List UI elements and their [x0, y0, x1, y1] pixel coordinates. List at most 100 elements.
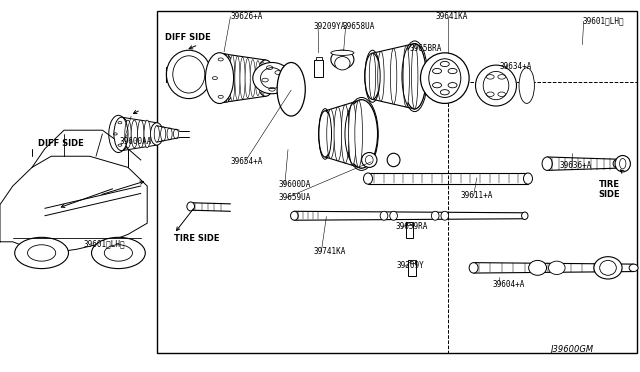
Ellipse shape — [390, 48, 397, 104]
Ellipse shape — [277, 62, 305, 116]
Bar — [406, 222, 413, 238]
Ellipse shape — [390, 211, 397, 220]
Ellipse shape — [173, 129, 179, 139]
Circle shape — [104, 245, 132, 261]
Ellipse shape — [522, 212, 528, 219]
Text: 39604+A: 39604+A — [493, 280, 525, 289]
Text: TIRE
SIDE: TIRE SIDE — [598, 180, 620, 199]
Circle shape — [15, 237, 68, 269]
Ellipse shape — [355, 100, 362, 167]
Ellipse shape — [365, 53, 380, 99]
Ellipse shape — [240, 57, 245, 99]
Bar — [410, 260, 415, 263]
Ellipse shape — [187, 202, 195, 211]
Text: J39600GM: J39600GM — [550, 345, 593, 354]
Ellipse shape — [412, 44, 418, 109]
Ellipse shape — [369, 53, 376, 99]
Ellipse shape — [173, 56, 205, 93]
Ellipse shape — [469, 263, 478, 273]
Ellipse shape — [403, 45, 410, 107]
Ellipse shape — [334, 107, 342, 161]
Bar — [157, 11, 637, 353]
Ellipse shape — [441, 211, 449, 220]
Ellipse shape — [291, 211, 298, 220]
Ellipse shape — [260, 68, 284, 89]
Ellipse shape — [420, 53, 469, 103]
Text: 39601〈LH〉: 39601〈LH〉 — [83, 239, 125, 248]
Text: 39659UA: 39659UA — [278, 193, 311, 202]
Ellipse shape — [364, 173, 372, 184]
Ellipse shape — [524, 173, 532, 184]
Ellipse shape — [519, 68, 534, 103]
Ellipse shape — [600, 260, 616, 275]
Ellipse shape — [125, 120, 131, 148]
Bar — [314, 60, 323, 77]
Ellipse shape — [257, 60, 275, 96]
Ellipse shape — [235, 56, 240, 100]
Ellipse shape — [403, 44, 426, 109]
Ellipse shape — [225, 54, 230, 102]
Text: 39600AA: 39600AA — [120, 137, 152, 146]
Ellipse shape — [327, 109, 335, 158]
Ellipse shape — [542, 157, 552, 170]
Text: 39611+A: 39611+A — [461, 191, 493, 200]
Text: 39600DA: 39600DA — [278, 180, 311, 189]
Ellipse shape — [255, 61, 260, 96]
Ellipse shape — [331, 50, 354, 55]
Ellipse shape — [131, 120, 138, 148]
Text: 39658UA: 39658UA — [342, 22, 375, 31]
Ellipse shape — [429, 59, 461, 97]
Text: 39636+A: 39636+A — [560, 161, 593, 170]
Ellipse shape — [154, 126, 159, 142]
Text: DIFF SIDE: DIFF SIDE — [38, 139, 84, 148]
Ellipse shape — [150, 123, 163, 145]
Ellipse shape — [212, 54, 236, 102]
Bar — [407, 222, 412, 225]
Ellipse shape — [476, 65, 516, 106]
Ellipse shape — [250, 60, 255, 97]
Circle shape — [28, 245, 56, 261]
Text: 39641KA: 39641KA — [435, 12, 468, 21]
Ellipse shape — [629, 264, 638, 272]
Ellipse shape — [523, 71, 531, 100]
Ellipse shape — [138, 120, 144, 148]
Ellipse shape — [387, 153, 400, 167]
Ellipse shape — [529, 260, 547, 275]
Ellipse shape — [620, 158, 626, 169]
Text: TIRE SIDE: TIRE SIDE — [174, 234, 220, 243]
Text: DIFF SIDE: DIFF SIDE — [165, 33, 211, 42]
Ellipse shape — [594, 257, 622, 279]
Ellipse shape — [341, 105, 349, 163]
Ellipse shape — [335, 57, 350, 70]
Text: 39209Y: 39209Y — [397, 262, 424, 270]
Ellipse shape — [167, 128, 172, 140]
Ellipse shape — [331, 50, 354, 69]
Ellipse shape — [205, 53, 234, 103]
Bar — [316, 57, 322, 60]
Text: 39601〈LH〉: 39601〈LH〉 — [582, 16, 624, 25]
Ellipse shape — [161, 127, 166, 141]
Text: 39209YA: 39209YA — [314, 22, 346, 31]
Text: 39654+A: 39654+A — [230, 157, 263, 166]
Text: 39626+A: 39626+A — [230, 12, 263, 21]
Ellipse shape — [362, 153, 377, 167]
Text: 39634+A: 39634+A — [499, 62, 532, 71]
Text: 3965BRA: 3965BRA — [410, 44, 442, 53]
Text: 39741KA: 39741KA — [314, 247, 346, 256]
Ellipse shape — [260, 62, 266, 94]
Ellipse shape — [319, 111, 332, 157]
Ellipse shape — [548, 261, 565, 275]
Ellipse shape — [483, 71, 509, 100]
Ellipse shape — [613, 159, 622, 168]
Ellipse shape — [365, 155, 373, 164]
Ellipse shape — [253, 62, 291, 94]
Ellipse shape — [431, 211, 439, 220]
Ellipse shape — [346, 100, 378, 168]
Ellipse shape — [114, 117, 129, 151]
Bar — [448, 82, 637, 353]
Bar — [408, 260, 416, 276]
Ellipse shape — [378, 51, 384, 101]
Ellipse shape — [144, 120, 150, 148]
Ellipse shape — [380, 211, 388, 220]
Ellipse shape — [230, 55, 235, 101]
